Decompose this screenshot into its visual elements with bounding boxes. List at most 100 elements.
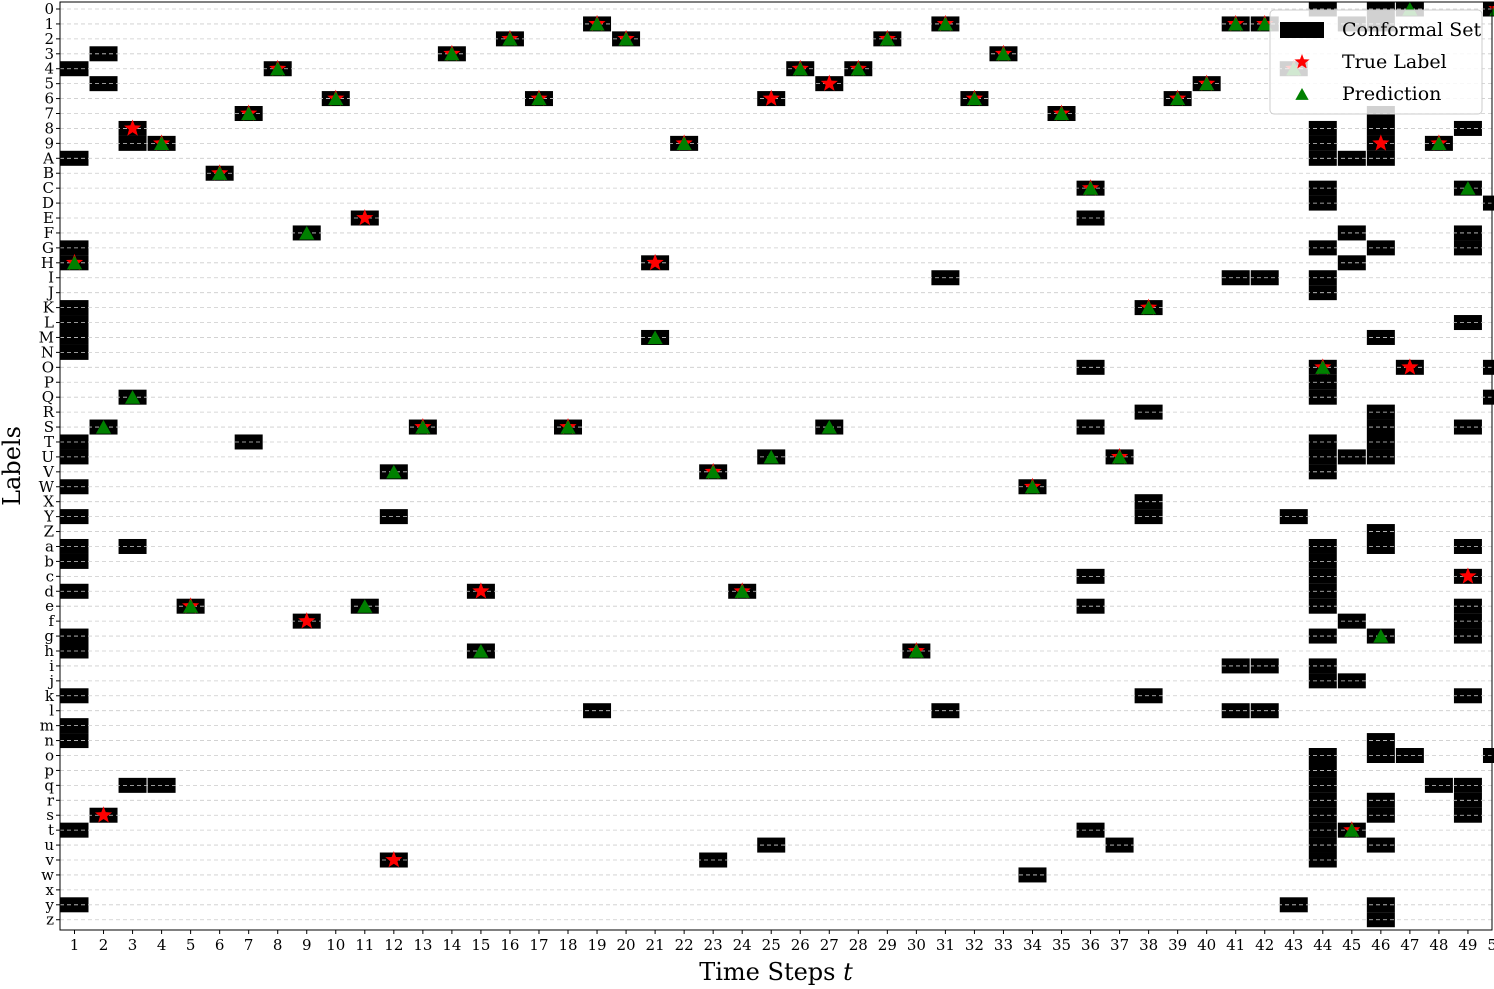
prediction-triangle-t28 (850, 61, 866, 76)
prediction-triangle-t4 (153, 136, 170, 150)
conformal-cell-t41-lower-l (1221, 703, 1250, 719)
prediction-triangle-t23 (705, 464, 721, 479)
prediction-triangle-t38 (1141, 300, 1157, 315)
prediction-triangle-t11 (357, 599, 373, 613)
prediction-triangle-t8 (270, 61, 286, 76)
conformal-cell-t7-upper-t (234, 434, 263, 450)
prediction-triangle-t33 (995, 46, 1012, 61)
x-tick-label-44: 44 (1313, 936, 1332, 954)
conformal-cell-t41-lower-i (1221, 658, 1250, 674)
y-tick-label-lower-y: y (45, 896, 55, 914)
y-tick-label-upper-y: Y (43, 508, 55, 526)
y-tick-label-lower-m: m (40, 717, 54, 735)
conformal-cell-t46-upper-z (1366, 524, 1395, 540)
y-tick-label-lower-n: n (44, 732, 54, 750)
prediction-triangle-t45 (1344, 823, 1360, 837)
prediction-triangle-t48 (1431, 136, 1447, 150)
true-label-star-t47 (1401, 358, 1419, 375)
y-tick-label-lower-e: e (45, 597, 54, 615)
y-tick-label-lower-i: i (49, 657, 54, 675)
true-label-star-t21 (646, 253, 664, 271)
x-tick-label-17: 17 (529, 936, 548, 954)
x-tick-label-3: 3 (128, 936, 138, 954)
prediction-triangle-t14 (444, 46, 460, 61)
grid-lines (60, 8, 1492, 921)
conformal-cell-t46-lower-a (1366, 538, 1395, 554)
legend-swatch-conformal-set (1280, 22, 1324, 38)
x-tick-label-45: 45 (1342, 936, 1361, 954)
legend-swatch-true-label (1294, 54, 1310, 69)
prediction-triangle-t6 (212, 166, 228, 180)
legend-label-conformal-set: Conformal Set (1342, 19, 1481, 41)
conformal-cell-t46-8 (1366, 120, 1395, 136)
prediction-triangle-t44 (1315, 360, 1331, 374)
y-tick-label-lower-l: l (49, 702, 54, 720)
prediction-triangle-t32 (966, 91, 983, 106)
x-tick-label-6: 6 (215, 936, 225, 954)
y-tick-label-upper-j: J (46, 284, 54, 302)
y-tick-label-2: 2 (44, 30, 54, 48)
y-tick-label-4: 4 (44, 60, 54, 78)
prediction-triangle-t16 (502, 31, 518, 46)
y-tick-label-upper-v: V (42, 463, 55, 481)
y-tick-label-lower-g: g (44, 627, 54, 645)
prediction-triangle-t37 (1111, 449, 1128, 464)
y-tick-label-upper-s: S (44, 418, 54, 436)
x-tick-label-40: 40 (1197, 936, 1216, 954)
y-tick-label-upper-k: K (43, 299, 55, 317)
prediction-triangle-t18 (560, 420, 576, 434)
prediction-triangle-t29 (879, 31, 895, 46)
prediction-triangle-t49 (1460, 181, 1476, 195)
y-tick-label-lower-u: u (44, 836, 54, 854)
legend: Conformal Set True Label Prediction (1269, 9, 1483, 115)
y-tick-label-lower-b: b (44, 552, 54, 570)
x-tick-label-22: 22 (675, 936, 694, 954)
y-tick-label-upper-p: P (44, 373, 54, 391)
x-tick-label-15: 15 (471, 936, 490, 954)
y-tick-label-lower-a: a (45, 537, 54, 555)
x-tick-label-20: 20 (617, 936, 636, 954)
x-tick-label-39: 39 (1168, 936, 1187, 954)
y-axis-label: Labels (0, 426, 26, 506)
prediction-triangle-t24 (734, 584, 750, 598)
true-label-star-t25 (762, 89, 780, 106)
prediction-triangle-t20 (618, 31, 634, 46)
prediction-triangle-t17 (531, 91, 547, 106)
x-tick-label-49: 49 (1458, 936, 1477, 954)
x-tick-label-48: 48 (1429, 936, 1448, 954)
conformal-cell-t46-lower-o (1366, 748, 1395, 763)
true-label-star-t3 (124, 119, 142, 136)
y-tick-label-lower-q: q (44, 776, 54, 794)
x-tick-label-35: 35 (1052, 936, 1071, 954)
prediction-triangle-t9 (299, 225, 315, 240)
x-tick-label-9: 9 (302, 936, 312, 954)
y-tick-label-lower-w: w (41, 866, 54, 884)
prediction-triangle-t25 (763, 449, 779, 464)
y-tick-label-lower-c: c (46, 567, 54, 585)
prediction-triangle-t21 (647, 330, 663, 345)
x-tick-label-12: 12 (384, 936, 403, 954)
y-tick-label-upper-r: R (43, 403, 55, 421)
conformal-cell-t46-lower-n (1366, 733, 1395, 749)
prediction-triangle-t40 (1199, 76, 1215, 91)
legend-label-true-label: True Label (1342, 51, 1447, 73)
prediction-triangle-t26 (792, 61, 808, 76)
prediction-triangle-t41 (1228, 16, 1244, 31)
y-tick-label-upper-x: X (43, 493, 54, 511)
conformal-cell-t46-upper-a (1366, 150, 1395, 166)
x-tick-label-23: 23 (704, 936, 723, 954)
axes-frame (59, 1, 1493, 931)
conformal-cell-t25-lower-u (757, 837, 786, 853)
true-label-star-t2 (94, 806, 113, 823)
y-tick-label-lower-v: v (45, 851, 55, 869)
x-tick-label-13: 13 (413, 936, 432, 954)
x-tick-label-34: 34 (1023, 936, 1042, 954)
y-tick-label-upper-o: O (42, 358, 54, 376)
y-tick-label-upper-u: U (41, 448, 54, 466)
prediction-triangle-t30 (908, 643, 924, 658)
y-tick-label-lower-t: t (48, 821, 54, 839)
conformal-cell-t19-lower-l (583, 703, 612, 719)
x-tick-label-29: 29 (878, 936, 897, 954)
x-tick-label-21: 21 (646, 936, 665, 954)
conformal-cell-t46-upper-r (1366, 404, 1395, 420)
